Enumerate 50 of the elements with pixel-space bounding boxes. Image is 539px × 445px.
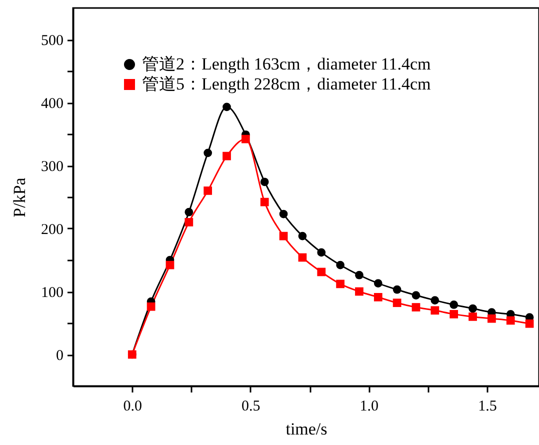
legend-label: 管道5：Length 228cm，diameter 11.4cm — [142, 74, 431, 94]
y-tick-label: 0 — [56, 348, 64, 364]
x-tick-label: 0.5 — [242, 398, 260, 414]
point — [392, 298, 402, 308]
x-tick-label: 1.0 — [360, 398, 379, 414]
y-tick-label: 100 — [41, 285, 64, 301]
point — [336, 280, 344, 288]
point — [392, 285, 402, 294]
y-tick-label: 400 — [41, 96, 64, 112]
point — [184, 208, 194, 216]
y-tick-label: 200 — [41, 222, 64, 238]
point — [506, 316, 515, 325]
point — [450, 310, 458, 318]
point — [374, 292, 382, 302]
legend-label: 管道2：Length 163cm，diameter 11.4cm — [142, 54, 431, 74]
point — [412, 303, 420, 312]
point — [222, 152, 231, 160]
point — [450, 300, 458, 309]
point — [241, 134, 250, 144]
point — [525, 319, 534, 328]
point — [298, 253, 307, 262]
point — [204, 148, 212, 158]
point — [468, 304, 477, 313]
y-tick-label: 500 — [41, 33, 64, 49]
x-tick-label: 1.5 — [478, 398, 497, 414]
point — [430, 306, 440, 315]
point — [279, 232, 288, 240]
point — [298, 232, 307, 240]
point — [279, 210, 288, 218]
point — [317, 268, 326, 276]
point — [146, 302, 156, 311]
point — [204, 186, 212, 195]
point — [412, 291, 420, 300]
point — [355, 270, 364, 280]
y-tick-label: 300 — [41, 159, 64, 175]
x-tick-label: 0.0 — [123, 398, 142, 414]
x-axis-title: time/s — [286, 420, 328, 438]
point — [317, 248, 326, 257]
point — [222, 102, 231, 112]
point — [260, 178, 269, 186]
point — [430, 296, 440, 304]
point — [336, 260, 344, 270]
point — [355, 287, 364, 296]
point — [184, 218, 194, 226]
point — [166, 260, 174, 270]
point — [260, 198, 269, 206]
y-axis-title: P/kPa — [10, 177, 29, 218]
point — [488, 314, 496, 323]
point — [468, 312, 477, 321]
point — [374, 279, 382, 288]
